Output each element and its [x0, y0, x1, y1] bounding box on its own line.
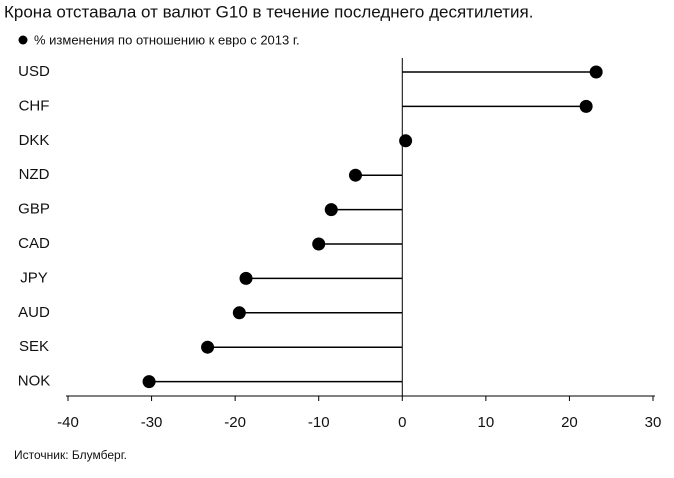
dot	[201, 340, 215, 354]
y-tick-label: AUD	[18, 304, 50, 321]
y-tick-label: SEK	[19, 338, 49, 355]
dot	[239, 271, 253, 285]
x-tick-label: -10	[308, 414, 330, 431]
x-tick-label: -40	[57, 414, 79, 431]
x-tick-label: 30	[645, 414, 662, 431]
dot	[589, 65, 603, 79]
x-tick-label: 20	[561, 414, 578, 431]
dot	[399, 134, 413, 148]
y-tick-label: DKK	[19, 132, 50, 149]
y-tick-label: JPY	[20, 269, 48, 286]
dot	[232, 306, 246, 320]
y-tick-label: CHF	[19, 97, 50, 114]
y-tick-label: GBP	[18, 201, 50, 218]
dot	[579, 99, 593, 113]
x-tick-label: 0	[398, 414, 406, 431]
y-tick-label: CAD	[18, 235, 50, 252]
dot	[142, 375, 156, 389]
dot	[324, 203, 338, 217]
dot	[348, 168, 362, 182]
chart-title: Крона отставала от валют G10 в течение п…	[4, 2, 533, 21]
y-tick-label: USD	[18, 63, 50, 80]
x-tick-label: 10	[478, 414, 495, 431]
y-tick-label: NOK	[18, 373, 51, 390]
dot	[312, 237, 326, 251]
source: Источник: Блумберг.	[14, 448, 127, 462]
legend-marker	[18, 35, 28, 45]
legend-label: % изменения по отношению к евро с 2013 г…	[34, 32, 300, 47]
x-tick-label: -30	[141, 414, 163, 431]
x-tick-label: -20	[224, 414, 246, 431]
y-tick-label: NZD	[19, 166, 50, 183]
